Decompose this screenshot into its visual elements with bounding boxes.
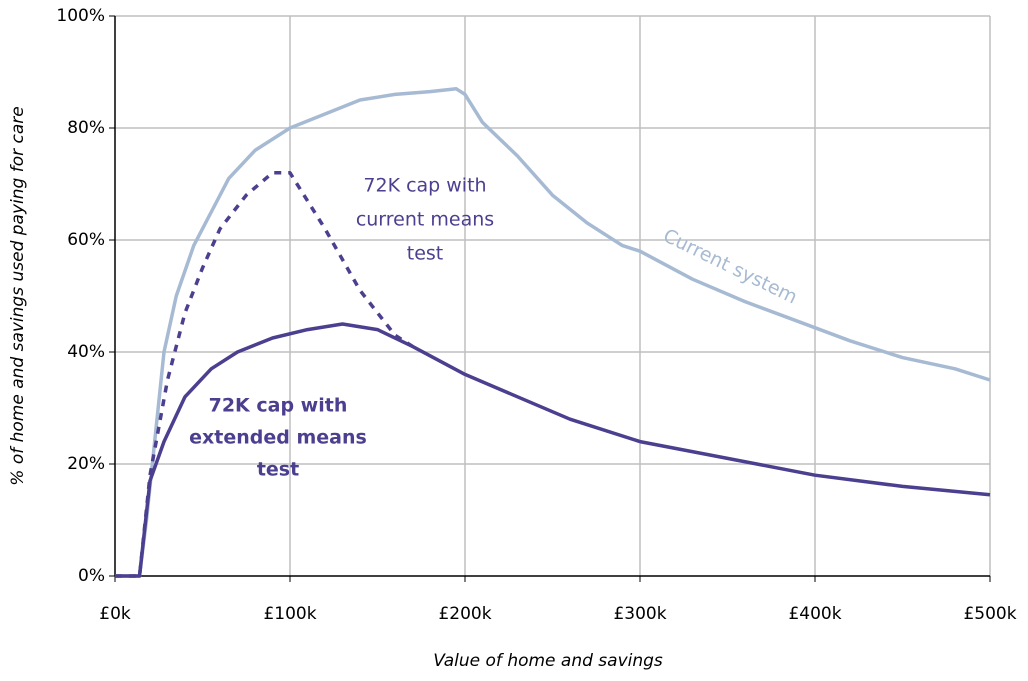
series-line	[115, 171, 414, 578]
x-tick-label: £300k	[613, 604, 666, 624]
annotation: extended means	[189, 427, 367, 449]
x-tick-label: £0k	[99, 604, 131, 624]
y-axis-title: % of home and savings used paying for ca…	[8, 106, 28, 485]
annotation: test	[257, 459, 299, 481]
x-tick-label: £200k	[438, 604, 491, 624]
y-tick-label: 20%	[67, 454, 105, 474]
series-line	[115, 322, 991, 578]
x-tick-label: £500k	[963, 604, 1016, 624]
x-tick-label: £400k	[788, 604, 841, 624]
annotation: current means	[356, 209, 494, 231]
y-tick-label: 60%	[67, 230, 105, 250]
annotation: 72K cap with	[209, 395, 348, 417]
annotation: 72K cap with	[363, 175, 486, 197]
series-line	[115, 87, 991, 578]
y-tick-label: 80%	[67, 118, 105, 138]
x-axis-title: Value of home and savings	[433, 651, 663, 671]
annotation: test	[407, 243, 444, 265]
y-tick-label: 100%	[56, 6, 105, 26]
x-tick-label: £100k	[263, 604, 316, 624]
y-tick-label: 40%	[67, 342, 105, 362]
y-tick-label: 0%	[78, 566, 105, 586]
